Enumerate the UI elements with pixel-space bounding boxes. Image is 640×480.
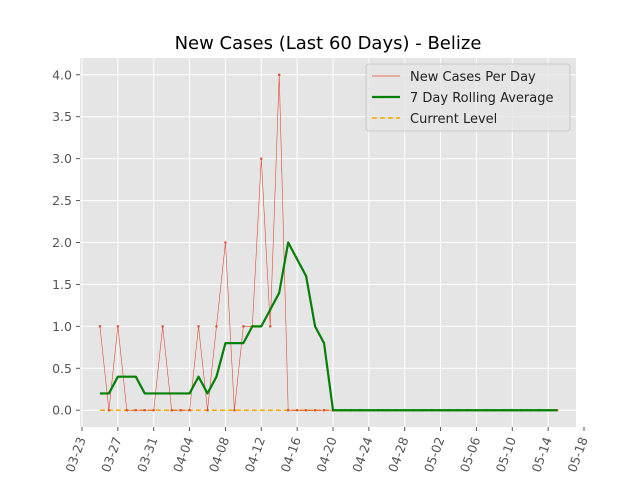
y-axis: 0.0 0.5 1.0 1.5 2.0 2.5 3.0 3.5 4.0 — [52, 67, 80, 418]
legend-label-current: Current Level — [410, 112, 497, 127]
daily-point — [260, 157, 263, 160]
daily-point — [98, 325, 102, 328]
y-tick-label: 2.0 — [52, 235, 72, 250]
series-layer — [98, 73, 559, 412]
y-tick-label: 1.5 — [52, 277, 72, 292]
daily-point — [224, 241, 227, 244]
daily-point — [152, 409, 155, 412]
chart-title: New Cases (Last 60 Days) - Belize — [175, 33, 482, 54]
daily-point — [134, 409, 137, 412]
y-tick-label: 0.0 — [52, 403, 72, 418]
legend-box — [365, 63, 571, 132]
daily-point — [269, 325, 272, 328]
daily-point — [161, 325, 164, 328]
y-tick-label: 1.0 — [52, 319, 72, 334]
daily-point — [170, 409, 173, 412]
daily-point — [179, 409, 182, 412]
daily-point — [305, 409, 308, 412]
daily-point — [188, 409, 191, 412]
daily-point — [287, 409, 290, 412]
daily-point — [313, 409, 317, 412]
daily-point — [143, 409, 146, 412]
daily-point — [233, 409, 236, 412]
y-tick-label: 2.5 — [52, 193, 72, 208]
daily-point — [296, 409, 299, 412]
y-tick-label: 4.0 — [52, 67, 72, 82]
daily-point — [125, 409, 128, 412]
legend-label-rolling: 7 Day Rolling Average — [410, 91, 553, 106]
y-tick-label: 3.0 — [52, 151, 72, 166]
legend-label-daily: New Cases Per Day — [410, 70, 536, 85]
daily-point — [116, 325, 119, 328]
series-line-rolling-average — [99, 241, 558, 412]
daily-point — [206, 409, 209, 412]
daily-point — [107, 409, 110, 412]
y-tick-label: 3.5 — [52, 109, 72, 124]
daily-point — [322, 409, 326, 412]
legend: New Cases Per Day 7 Day Rolling Average … — [365, 63, 571, 132]
daily-point — [242, 325, 245, 328]
daily-point — [278, 73, 281, 76]
y-tick-label: 0.5 — [52, 361, 72, 376]
daily-point — [197, 325, 200, 328]
daily-point — [215, 325, 218, 328]
